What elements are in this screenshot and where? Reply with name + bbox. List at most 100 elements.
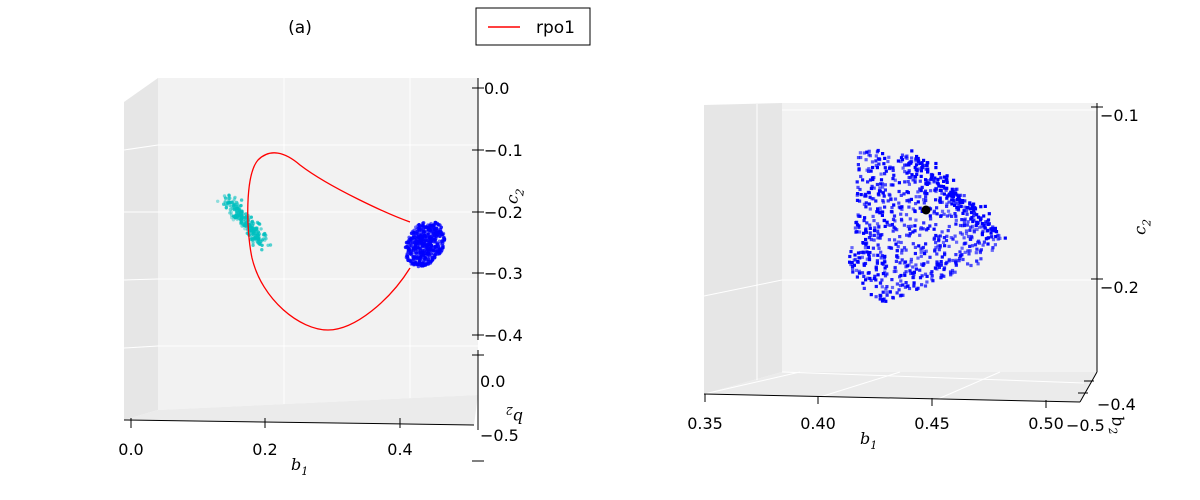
blue-cloud-point bbox=[974, 251, 978, 255]
blue-cloud-point bbox=[885, 293, 889, 297]
blue-cloud-point bbox=[939, 184, 943, 188]
blue-cloud-point bbox=[940, 200, 944, 204]
teal-scatter-point bbox=[233, 215, 237, 219]
blue-cloud-point bbox=[946, 194, 950, 198]
blue-scatter-point bbox=[439, 225, 444, 230]
blue-cloud-point bbox=[979, 205, 983, 209]
blue-cloud-point bbox=[926, 260, 930, 264]
blue-cloud-point bbox=[876, 273, 880, 277]
blue-cloud-point bbox=[934, 166, 938, 170]
blue-cloud-point bbox=[897, 201, 901, 205]
blue-cloud-point bbox=[874, 199, 878, 203]
blue-cloud-point bbox=[856, 156, 861, 160]
blue-cloud-point bbox=[963, 217, 967, 221]
blue-cloud-point bbox=[870, 160, 875, 164]
right-y-tick-label: −0.5 bbox=[1066, 416, 1105, 435]
blue-cloud-point bbox=[894, 242, 898, 246]
blue-cloud-point bbox=[875, 222, 880, 226]
teal-scatter-point bbox=[232, 199, 236, 203]
blue-scatter-point bbox=[419, 230, 424, 235]
blue-cloud-point bbox=[903, 273, 907, 277]
blue-scatter-point bbox=[409, 259, 414, 264]
blue-cloud-point bbox=[893, 197, 898, 201]
teal-scatter-point bbox=[228, 211, 232, 215]
blue-cloud-point bbox=[917, 167, 921, 171]
blue-scatter-point bbox=[427, 254, 431, 258]
blue-cloud-point bbox=[850, 264, 855, 269]
blue-cloud-point bbox=[881, 200, 886, 204]
blue-cloud-point bbox=[949, 190, 953, 194]
blue-cloud-point bbox=[913, 245, 917, 249]
blue-cloud-point bbox=[907, 227, 912, 231]
blue-cloud-point bbox=[867, 258, 872, 262]
blue-cloud-point bbox=[949, 236, 953, 240]
blue-cloud-point bbox=[868, 251, 872, 255]
blue-scatter-point bbox=[428, 236, 433, 240]
blue-cloud-point bbox=[850, 261, 854, 265]
blue-cloud-point bbox=[899, 159, 903, 164]
blue-cloud-point bbox=[918, 161, 922, 166]
legend-label-rpo1: rpo1 bbox=[536, 18, 575, 38]
blue-cloud-point bbox=[875, 259, 879, 263]
blue-scatter-point bbox=[408, 244, 413, 249]
teal-scatter-point bbox=[230, 215, 234, 220]
right-x-axis-line bbox=[703, 393, 1081, 403]
blue-cloud-point bbox=[889, 210, 893, 214]
right-xlabel: b1 bbox=[860, 429, 877, 452]
blue-cloud-point bbox=[960, 246, 964, 250]
blue-cloud-point bbox=[931, 173, 935, 177]
blue-cloud-point bbox=[986, 236, 990, 240]
blue-cloud-point bbox=[881, 297, 885, 302]
rpo1-orbit-line bbox=[247, 152, 411, 331]
blue-cloud-point bbox=[991, 246, 995, 250]
blue-cloud-point bbox=[871, 165, 875, 170]
blue-cloud-point bbox=[914, 157, 918, 161]
blue-cloud-point bbox=[967, 252, 971, 256]
blue-cloud-point bbox=[884, 299, 888, 303]
blue-cloud-point bbox=[861, 241, 865, 245]
blue-cloud-point bbox=[923, 192, 928, 196]
blue-cloud-point bbox=[904, 248, 908, 252]
left-z-tick-label: −0.3 bbox=[484, 264, 523, 283]
blue-scatter-point bbox=[407, 238, 411, 243]
blue-cloud-point bbox=[883, 166, 887, 170]
left-ylabel: b2 bbox=[506, 404, 523, 427]
blue-cloud-point bbox=[924, 178, 928, 182]
blue-cloud-point bbox=[922, 221, 926, 225]
blue-cloud-point bbox=[874, 284, 878, 289]
teal-scatter-point bbox=[260, 248, 264, 252]
blue-cloud-point bbox=[895, 228, 899, 232]
blue-cloud-point bbox=[885, 290, 889, 294]
blue-scatter-point bbox=[408, 241, 413, 245]
teal-scatter-point bbox=[228, 203, 232, 208]
blue-cloud-point bbox=[919, 250, 923, 254]
blue-cloud-point bbox=[865, 150, 869, 154]
blue-cloud-point bbox=[911, 242, 915, 246]
blue-cloud-point bbox=[945, 234, 949, 238]
blue-cloud-point bbox=[869, 234, 873, 238]
teal-scatter-point bbox=[266, 243, 270, 247]
blue-cloud-point bbox=[852, 263, 856, 267]
blue-scatter-point bbox=[434, 226, 439, 231]
blue-cloud-point bbox=[984, 237, 988, 241]
blue-cloud-point bbox=[903, 285, 907, 289]
blue-cloud-point bbox=[935, 260, 939, 264]
blue-cloud-point bbox=[957, 204, 961, 208]
blue-cloud-point bbox=[922, 201, 926, 205]
blue-cloud-point bbox=[939, 213, 943, 218]
blue-cloud-point bbox=[851, 267, 855, 271]
teal-scatter-point bbox=[256, 241, 260, 245]
blue-cloud-point bbox=[906, 284, 910, 288]
blue-cloud-point bbox=[962, 194, 966, 198]
blue-cloud-point bbox=[850, 246, 854, 250]
blue-cloud-point bbox=[926, 161, 930, 165]
blue-cloud-point bbox=[868, 223, 872, 227]
blue-cloud-point bbox=[896, 245, 900, 249]
blue-cloud-point bbox=[910, 149, 914, 153]
blue-cloud-point bbox=[886, 159, 890, 164]
blue-cloud-point bbox=[914, 159, 918, 163]
blue-cloud-point bbox=[920, 185, 924, 189]
blue-cloud-point bbox=[914, 202, 918, 206]
blue-cloud-point bbox=[883, 274, 888, 278]
teal-scatter-point bbox=[233, 195, 237, 200]
